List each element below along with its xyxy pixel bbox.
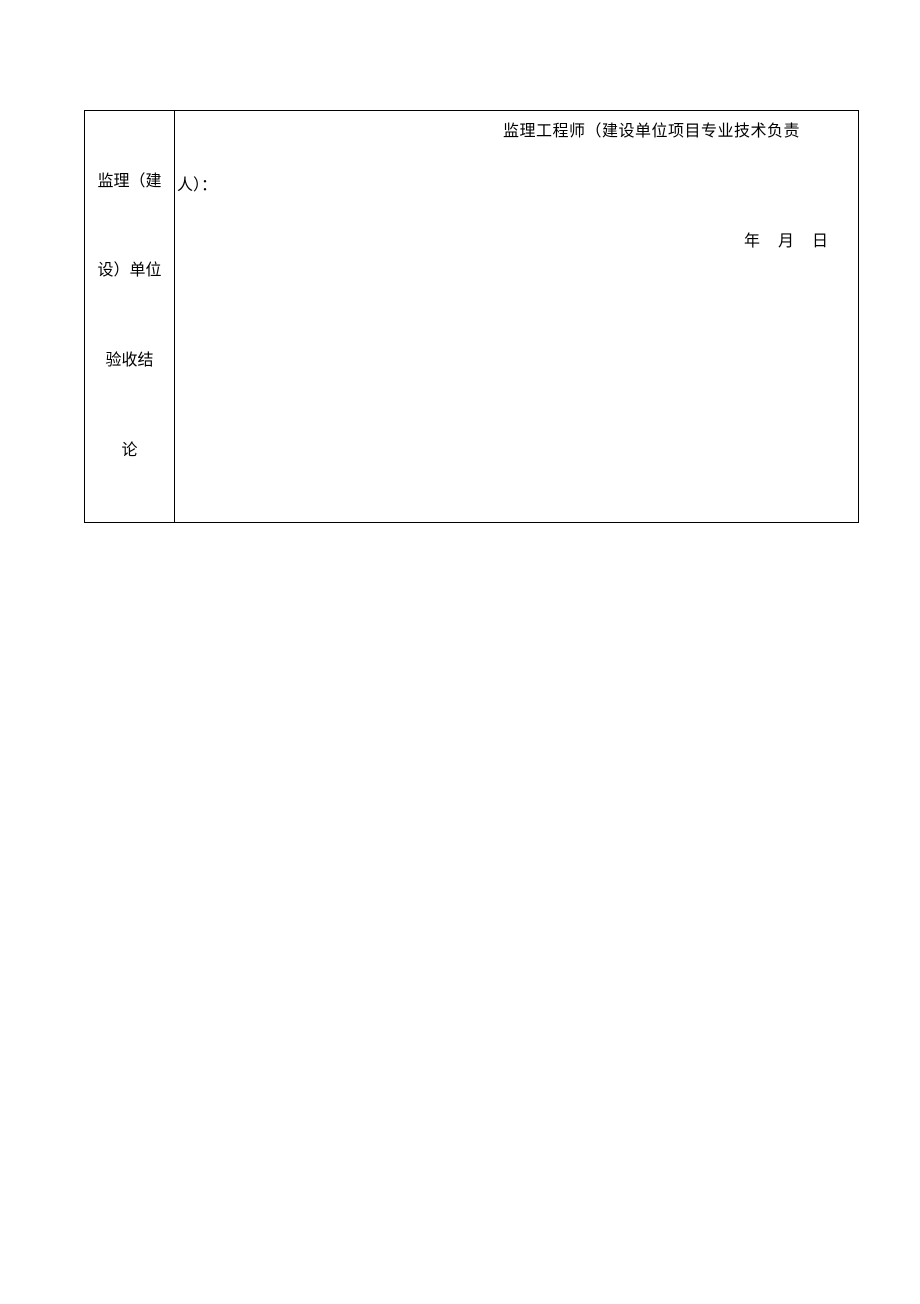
left-header-content: 监理（建 设）单位 验收结 论 (85, 111, 174, 522)
form-row: 监理（建 设）单位 验收结 论 监理工程师（建设单位项目专业技术负责 人）： 年… (85, 111, 859, 523)
person-suffix-label: 人）： (177, 171, 217, 195)
acceptance-form-table: 监理（建 设）单位 验收结 论 监理工程师（建设单位项目专业技术负责 人）： 年… (84, 110, 859, 523)
header-line-3: 验收结 (87, 339, 172, 384)
header-line-1: 监理（建 (87, 160, 172, 205)
header-line-2: 设）单位 (87, 249, 172, 294)
date-line: 年月日 (744, 227, 828, 251)
left-header-cell: 监理（建 设）单位 验收结 论 (85, 111, 175, 523)
date-month-label: 月 (778, 233, 812, 250)
engineer-label: 监理工程师（建设单位项目专业技术负责 (503, 117, 800, 141)
header-line-4: 论 (87, 429, 172, 474)
date-year-label: 年 (744, 233, 778, 250)
date-day-label: 日 (812, 233, 828, 250)
right-content-cell: 监理工程师（建设单位项目专业技术负责 人）： 年月日 (175, 111, 859, 523)
